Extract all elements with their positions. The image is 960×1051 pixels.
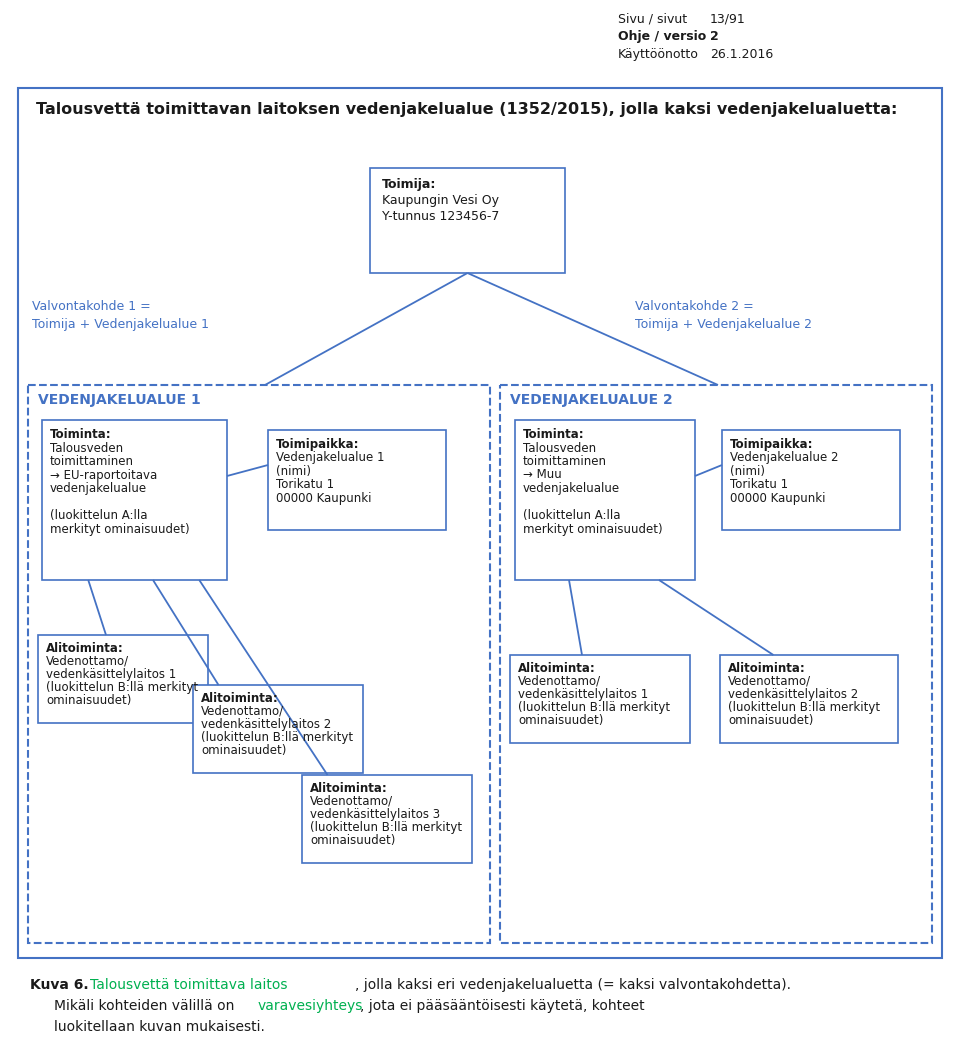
Text: vedenkäsittelylaitos 3: vedenkäsittelylaitos 3 — [310, 808, 440, 821]
Text: 2: 2 — [710, 30, 719, 43]
Text: toimittaminen: toimittaminen — [50, 455, 134, 468]
Text: luokitellaan kuvan mukaisesti.: luokitellaan kuvan mukaisesti. — [54, 1021, 265, 1034]
Text: (luokittelun A:lla: (luokittelun A:lla — [523, 509, 620, 522]
Text: Ohje / versio: Ohje / versio — [618, 30, 707, 43]
Text: Talousvettä toimittavan laitoksen vedenjakelualue (1352/2015), jolla kaksi veden: Talousvettä toimittavan laitoksen vedenj… — [36, 102, 898, 117]
Text: Alitoiminta:: Alitoiminta: — [46, 642, 124, 655]
Text: Vedenjakelualue 2: Vedenjakelualue 2 — [730, 452, 838, 465]
Text: toimittaminen: toimittaminen — [523, 455, 607, 468]
Text: Y-tunnus 123456-7: Y-tunnus 123456-7 — [382, 210, 499, 223]
Text: Valvontakohde 2 =
Toimija + Vedenjakelualue 2: Valvontakohde 2 = Toimija + Vedenjakelua… — [635, 300, 812, 331]
Text: Vedenottamo/: Vedenottamo/ — [201, 705, 284, 718]
FancyBboxPatch shape — [18, 88, 942, 959]
Text: Torikatu 1: Torikatu 1 — [730, 478, 788, 492]
Text: (luokittelun B:llä merkityt: (luokittelun B:llä merkityt — [518, 701, 670, 714]
Text: ominaisuudet): ominaisuudet) — [310, 834, 396, 847]
Text: (luokittelun B:llä merkityt: (luokittelun B:llä merkityt — [46, 681, 198, 694]
Text: Toiminta:: Toiminta: — [50, 428, 111, 441]
Text: Alitoiminta:: Alitoiminta: — [201, 692, 278, 705]
Text: , jota ei pääsääntöisesti käytetä, kohteet: , jota ei pääsääntöisesti käytetä, kohte… — [360, 1000, 644, 1013]
Text: merkityt ominaisuudet): merkityt ominaisuudet) — [50, 522, 190, 536]
Text: 13/91: 13/91 — [710, 12, 746, 25]
Text: Talousvettä toimittava laitos: Talousvettä toimittava laitos — [90, 978, 287, 992]
Text: Kuva 6.: Kuva 6. — [30, 978, 88, 992]
Text: 26.1.2016: 26.1.2016 — [710, 48, 773, 61]
Text: → EU-raportoitava: → EU-raportoitava — [50, 469, 157, 481]
Text: Torikatu 1: Torikatu 1 — [276, 478, 334, 492]
FancyBboxPatch shape — [510, 655, 690, 743]
Text: Kaupungin Vesi Oy: Kaupungin Vesi Oy — [382, 194, 499, 207]
FancyBboxPatch shape — [42, 420, 227, 580]
Text: vedenkäsittelylaitos 1: vedenkäsittelylaitos 1 — [46, 668, 177, 681]
Text: Talousveden: Talousveden — [523, 441, 596, 454]
Text: Valvontakohde 1 =
Toimija + Vedenjakelualue 1: Valvontakohde 1 = Toimija + Vedenjakelua… — [32, 300, 209, 331]
Text: vedenjakelualue: vedenjakelualue — [50, 482, 147, 495]
Text: 00000 Kaupunki: 00000 Kaupunki — [730, 492, 826, 504]
Text: vedenkäsittelylaitos 2: vedenkäsittelylaitos 2 — [201, 718, 331, 731]
Text: Alitoiminta:: Alitoiminta: — [518, 662, 596, 675]
Text: Vedenottamo/: Vedenottamo/ — [518, 675, 601, 688]
Text: VEDENJAKELUALUE 2: VEDENJAKELUALUE 2 — [510, 393, 673, 407]
Text: Talousveden: Talousveden — [50, 441, 123, 454]
Text: ominaisuudet): ominaisuudet) — [201, 744, 286, 757]
FancyBboxPatch shape — [28, 385, 490, 943]
FancyBboxPatch shape — [193, 685, 363, 772]
Text: vedenkäsittelylaitos 1: vedenkäsittelylaitos 1 — [518, 688, 648, 701]
Text: Vedenottamo/: Vedenottamo/ — [46, 655, 130, 668]
Text: Alitoiminta:: Alitoiminta: — [310, 782, 388, 795]
Text: Vedenottamo/: Vedenottamo/ — [728, 675, 811, 688]
FancyBboxPatch shape — [38, 635, 208, 723]
Text: (luokittelun A:lla: (luokittelun A:lla — [50, 509, 148, 522]
Text: varavesiyhteys: varavesiyhteys — [258, 1000, 364, 1013]
Text: 00000 Kaupunki: 00000 Kaupunki — [276, 492, 372, 504]
Text: Mikäli kohteiden välillä on: Mikäli kohteiden välillä on — [54, 1000, 239, 1013]
FancyBboxPatch shape — [722, 430, 900, 530]
Text: vedenkäsittelylaitos 2: vedenkäsittelylaitos 2 — [728, 688, 858, 701]
Text: (nimi): (nimi) — [276, 465, 311, 478]
Text: Käyttöönotto: Käyttöönotto — [618, 48, 699, 61]
FancyBboxPatch shape — [302, 775, 472, 863]
Text: Vedenottamo/: Vedenottamo/ — [310, 795, 394, 808]
FancyBboxPatch shape — [370, 168, 565, 273]
Text: Toimija:: Toimija: — [382, 178, 437, 191]
FancyBboxPatch shape — [720, 655, 898, 743]
FancyBboxPatch shape — [515, 420, 695, 580]
Text: Alitoiminta:: Alitoiminta: — [728, 662, 805, 675]
Text: ominaisuudet): ominaisuudet) — [728, 714, 813, 727]
FancyBboxPatch shape — [268, 430, 446, 530]
FancyBboxPatch shape — [500, 385, 932, 943]
Text: ominaisuudet): ominaisuudet) — [46, 694, 132, 707]
Text: Toimipaikka:: Toimipaikka: — [730, 438, 813, 451]
Text: VEDENJAKELUALUE 1: VEDENJAKELUALUE 1 — [38, 393, 201, 407]
Text: Vedenjakelualue 1: Vedenjakelualue 1 — [276, 452, 385, 465]
Text: Sivu / sivut: Sivu / sivut — [618, 12, 687, 25]
Text: vedenjakelualue: vedenjakelualue — [523, 482, 620, 495]
Text: (luokittelun B:llä merkityt: (luokittelun B:llä merkityt — [201, 731, 353, 744]
Text: merkityt ominaisuudet): merkityt ominaisuudet) — [523, 522, 662, 536]
Text: → Muu: → Muu — [523, 469, 562, 481]
Text: Toiminta:: Toiminta: — [523, 428, 585, 441]
Text: Toimipaikka:: Toimipaikka: — [276, 438, 359, 451]
Text: (nimi): (nimi) — [730, 465, 765, 478]
Text: (luokittelun B:llä merkityt: (luokittelun B:llä merkityt — [728, 701, 880, 714]
Text: ominaisuudet): ominaisuudet) — [518, 714, 604, 727]
Text: (luokittelun B:llä merkityt: (luokittelun B:llä merkityt — [310, 821, 462, 834]
Text: , jolla kaksi eri vedenjakelualuetta (= kaksi valvontakohdetta).: , jolla kaksi eri vedenjakelualuetta (= … — [355, 978, 791, 992]
